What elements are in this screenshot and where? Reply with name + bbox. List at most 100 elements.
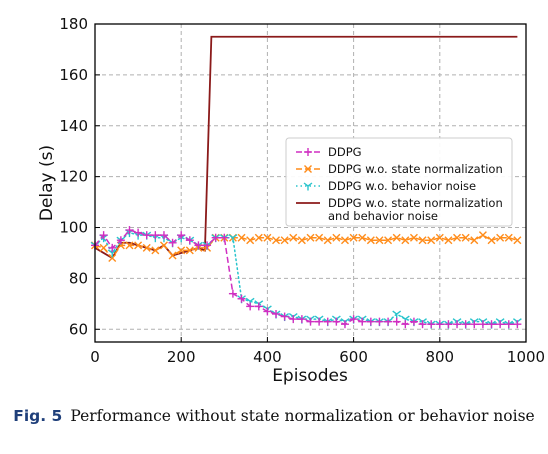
legend-label: DDPG w.o. state normalization bbox=[328, 196, 503, 210]
data-point bbox=[401, 236, 410, 245]
x-axis-label: Episodes bbox=[272, 366, 348, 386]
data-point bbox=[513, 236, 522, 245]
legend-label: and behavior noise bbox=[328, 209, 438, 223]
data-point bbox=[384, 236, 393, 245]
data-point bbox=[384, 317, 393, 326]
data-point bbox=[246, 236, 255, 245]
data-point bbox=[435, 320, 444, 329]
legend-item: DDPG bbox=[296, 145, 362, 159]
legend-label: DDPG w.o. behavior noise bbox=[328, 179, 476, 193]
data-point bbox=[151, 246, 160, 255]
legend-item: DDPG w.o. state normalization bbox=[296, 162, 503, 176]
data-point bbox=[116, 236, 125, 245]
data-point bbox=[427, 236, 436, 245]
data-point bbox=[366, 236, 375, 245]
data-point bbox=[280, 312, 289, 321]
legend-label: DDPG w.o. state normalization bbox=[328, 162, 503, 176]
y-tick-label: 180 bbox=[59, 15, 88, 33]
data-point bbox=[272, 310, 281, 319]
data-point bbox=[444, 236, 453, 245]
y-tick-label: 60 bbox=[69, 320, 88, 338]
legend-marker bbox=[304, 165, 312, 173]
data-point bbox=[237, 294, 246, 303]
data-point bbox=[177, 231, 186, 240]
data-point bbox=[409, 317, 418, 326]
caption-text: Performance without state normalization … bbox=[70, 407, 535, 425]
legend-label: DDPG bbox=[328, 145, 362, 159]
data-point bbox=[470, 320, 479, 329]
data-point bbox=[108, 243, 117, 252]
data-point bbox=[332, 317, 341, 326]
data-point bbox=[349, 315, 358, 324]
data-point bbox=[487, 320, 496, 329]
data-point bbox=[220, 233, 229, 242]
data-point bbox=[401, 320, 410, 329]
data-point bbox=[418, 320, 427, 329]
data-point bbox=[99, 231, 108, 240]
x-tick-label: 0 bbox=[90, 348, 100, 366]
data-point bbox=[99, 243, 108, 252]
data-point bbox=[504, 320, 513, 329]
figure-label: Fig. 5 bbox=[13, 407, 63, 425]
x-tick-label: 200 bbox=[167, 348, 196, 366]
x-tick-label: 800 bbox=[425, 348, 454, 366]
data-point bbox=[496, 320, 505, 329]
data-point bbox=[142, 231, 151, 240]
data-point bbox=[444, 320, 453, 329]
ticks: 0 200 400 600 800 1000 60 80 100 120 140 160 180 bbox=[59, 15, 545, 366]
data-point bbox=[254, 302, 263, 311]
data-point bbox=[323, 236, 332, 245]
series-layer bbox=[90, 35, 522, 329]
y-tick-label: 160 bbox=[59, 66, 88, 84]
data-point bbox=[435, 233, 444, 242]
data-point bbox=[297, 315, 306, 324]
data-point bbox=[504, 233, 513, 242]
data-point bbox=[151, 231, 160, 240]
plot-frame bbox=[94, 23, 527, 343]
data-point bbox=[185, 246, 194, 255]
data-point bbox=[228, 289, 237, 298]
data-point bbox=[177, 246, 186, 255]
data-point bbox=[263, 307, 272, 316]
data-point bbox=[358, 233, 367, 242]
data-point bbox=[340, 320, 349, 329]
data-point bbox=[358, 317, 367, 326]
data-point bbox=[306, 233, 315, 242]
data-point bbox=[185, 236, 194, 245]
data-point bbox=[211, 233, 220, 242]
data-point bbox=[168, 238, 177, 247]
data-point bbox=[453, 320, 462, 329]
data-point bbox=[289, 233, 298, 242]
data-point bbox=[349, 233, 358, 242]
series-1 bbox=[91, 226, 522, 329]
legend: DDPG DDPG w.o. state normalization DDPG w.… bbox=[285, 137, 513, 227]
data-point bbox=[375, 236, 384, 245]
data-point bbox=[246, 302, 255, 311]
line-chart: 0 200 400 600 800 1000 60 80 100 120 140 160 180 Epi… bbox=[37, 15, 545, 386]
data-point bbox=[194, 241, 203, 250]
data-point bbox=[159, 231, 168, 240]
legend-box bbox=[285, 137, 513, 227]
data-point bbox=[254, 233, 263, 242]
data-point bbox=[125, 241, 134, 250]
data-point bbox=[237, 233, 246, 242]
data-point bbox=[461, 233, 470, 242]
x-tick-label: 400 bbox=[253, 348, 282, 366]
data-point bbox=[375, 317, 384, 326]
data-point bbox=[487, 236, 496, 245]
data-point bbox=[108, 254, 117, 263]
data-point bbox=[392, 317, 401, 326]
legend-item: DDPG w.o. behavior noise bbox=[296, 179, 476, 193]
data-point bbox=[478, 231, 487, 240]
data-point bbox=[306, 317, 315, 326]
data-point bbox=[323, 317, 332, 326]
data-point bbox=[409, 233, 418, 242]
y-axis-label: Delay (s) bbox=[37, 145, 57, 221]
data-point bbox=[332, 233, 341, 242]
y-tick-label: 80 bbox=[69, 269, 88, 287]
data-point bbox=[168, 251, 177, 260]
data-point bbox=[134, 228, 143, 237]
data-point bbox=[125, 226, 134, 235]
data-point bbox=[496, 233, 505, 242]
data-point bbox=[427, 320, 436, 329]
